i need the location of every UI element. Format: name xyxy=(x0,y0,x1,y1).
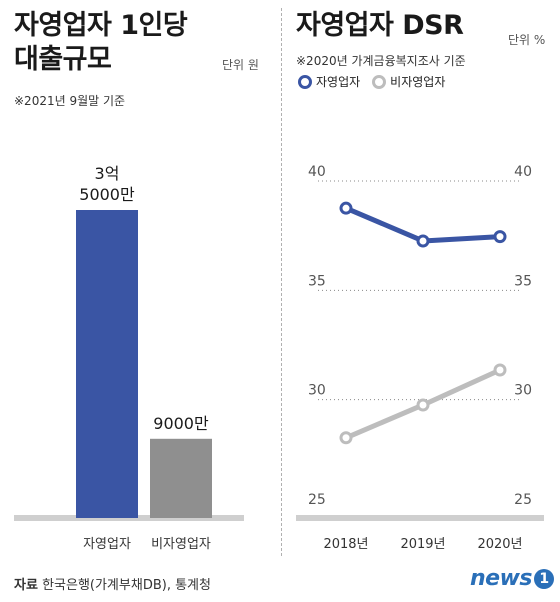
legend-nonself-marker xyxy=(372,74,387,89)
source-note: 자료 한국은행(가계부채DB), 통계청 xyxy=(14,574,211,593)
x-tick-label: 2018년 xyxy=(323,537,368,552)
x-tick-label: 2020년 xyxy=(477,537,522,552)
bar-value-label: 3억 xyxy=(95,164,120,183)
line-chart: 40 40 35 35 30 30 25 25 2018년 2019년 2020년 xyxy=(296,164,544,552)
bar-value-label: 9000만 xyxy=(153,414,209,433)
bar-value-label: 5000만 xyxy=(79,185,135,204)
source-text: 한국은행(가계부채DB), 통계청 xyxy=(42,578,211,593)
y-tick-left: 40 xyxy=(308,164,326,180)
y-tick-right: 30 xyxy=(514,383,532,399)
left-title-line2: 대출규모 xyxy=(14,44,112,75)
bar-non-self-employed xyxy=(150,438,212,518)
panel-divider xyxy=(281,8,282,556)
right-subtitle: ※2020년 가계금융복지조사 기준 xyxy=(296,54,466,68)
y-tick-right: 35 xyxy=(514,273,532,289)
legend: 자영업자 비자영업자 xyxy=(298,73,445,90)
data-point-self-employed xyxy=(493,230,507,244)
bar-self-employed xyxy=(76,210,138,518)
data-point-self-employed xyxy=(416,234,430,248)
x-tick-label: 2019년 xyxy=(400,537,445,552)
logo-number: 1 xyxy=(534,569,555,589)
data-point-non-self-employed xyxy=(416,398,430,412)
logo-text: news xyxy=(470,566,533,591)
news1-logo: news 1 xyxy=(470,566,555,591)
y-tick-left: 30 xyxy=(308,383,326,399)
y-tick-left: 25 xyxy=(308,492,326,508)
data-point-non-self-employed xyxy=(339,431,353,445)
legend-self-marker xyxy=(298,74,312,89)
data-point-non-self-employed xyxy=(493,363,507,377)
legend-self-label: 자영업자 xyxy=(316,75,361,89)
left-unit: 단위 원 xyxy=(222,58,259,72)
bar-category-label: 자영업자 xyxy=(83,537,131,552)
y-tick-left: 35 xyxy=(308,273,326,289)
bar-category-label: 비자영업자 xyxy=(151,537,211,552)
legend-nonself-label: 비자영업자 xyxy=(390,75,446,89)
source-label: 자료 xyxy=(14,578,38,593)
y-tick-right: 40 xyxy=(514,164,532,180)
left-subtitle: ※2021년 9월말 기준 xyxy=(14,94,126,108)
right-title: 자영업자 DSR xyxy=(296,10,464,41)
left-title-line1: 자영업자 1인당 xyxy=(14,10,188,41)
data-point-self-employed xyxy=(339,201,353,215)
y-tick-right: 25 xyxy=(514,492,532,508)
right-unit: 단위 % xyxy=(508,33,546,47)
